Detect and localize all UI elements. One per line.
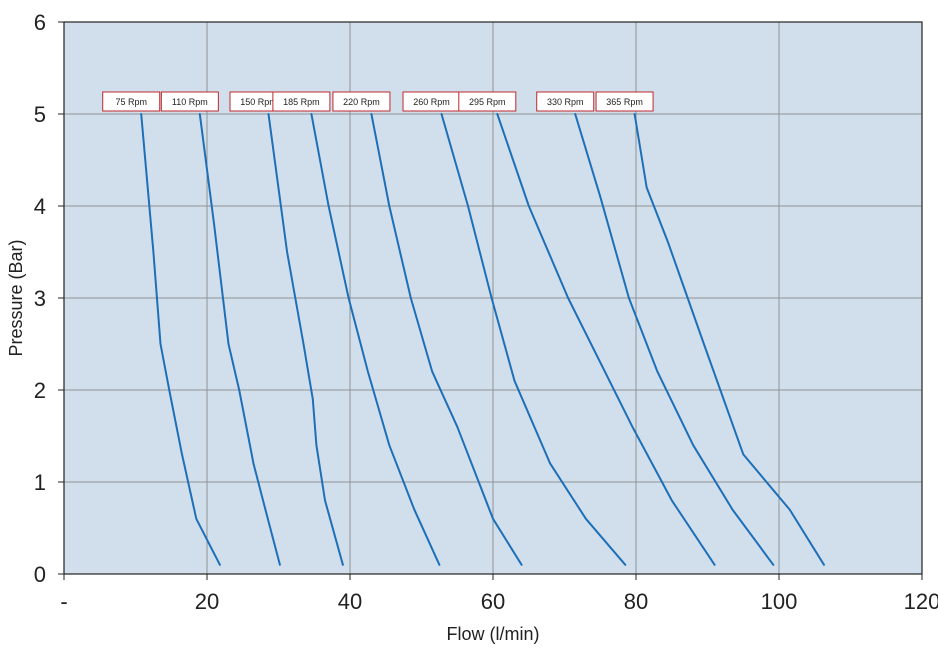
rpm-labels: 75 Rpm 110 Rpm 150 Rpm 185 Rpm 220 Rpm 260 Rp…	[102, 91, 654, 112]
rpm-label-box	[332, 91, 391, 112]
series-line	[440, 113, 627, 566]
y-tick-label: 5	[34, 102, 46, 127]
rpm-label-text: 110 Rpm	[172, 97, 208, 107]
series-line	[574, 113, 775, 566]
y-tick-label: 4	[34, 194, 46, 219]
series-line	[140, 113, 221, 566]
rpm-label-text: 330 Rpm	[547, 97, 584, 107]
x-tick-label: 40	[338, 589, 362, 614]
series-line	[633, 113, 825, 566]
y-tick-label: 1	[34, 470, 46, 495]
y-tick-label: 0	[34, 562, 46, 587]
series-line	[370, 113, 523, 566]
series-line	[267, 113, 344, 566]
rpm-label-box	[536, 91, 595, 112]
rpm-label-text: 295 Rpm	[469, 97, 506, 107]
series-line	[496, 113, 716, 566]
rpm-label-text: 150 Rpm	[240, 97, 277, 107]
x-tick-label: -	[60, 589, 67, 614]
rpm-label-text: 365 Rpm	[606, 97, 643, 107]
series-line	[198, 113, 281, 566]
rpm-label-box	[458, 91, 517, 112]
series-line	[310, 113, 441, 566]
rpm-label-text: 260 Rpm	[413, 97, 450, 107]
x-axis-title: Flow (l/min)	[447, 624, 540, 644]
x-tick-label: 80	[624, 589, 648, 614]
rpm-label-box	[160, 91, 219, 112]
grid-lines	[64, 22, 922, 574]
rpm-label-box	[595, 91, 654, 112]
rpm-label-text: 185 Rpm	[283, 97, 320, 107]
y-axis-title: Pressure (Bar)	[6, 239, 26, 356]
rpm-label-text: 220 Rpm	[343, 97, 380, 107]
rpm-label-box	[102, 91, 161, 112]
series-lines	[140, 113, 825, 566]
rpm-label-text: 75 Rpm	[115, 97, 147, 107]
y-tick-label: 2	[34, 378, 46, 403]
x-tick-label: 20	[195, 589, 219, 614]
x-tick-label: 120	[904, 589, 938, 614]
y-tick-label: 6	[34, 10, 46, 35]
x-axis-ticks: - 20 40 60 80 100 120	[60, 574, 938, 614]
y-axis-ticks: 0 1 2 3 4 5 6	[34, 10, 64, 587]
y-tick-label: 3	[34, 286, 46, 311]
x-tick-label: 60	[481, 589, 505, 614]
x-tick-label: 100	[761, 589, 798, 614]
rpm-label-box	[272, 91, 331, 112]
